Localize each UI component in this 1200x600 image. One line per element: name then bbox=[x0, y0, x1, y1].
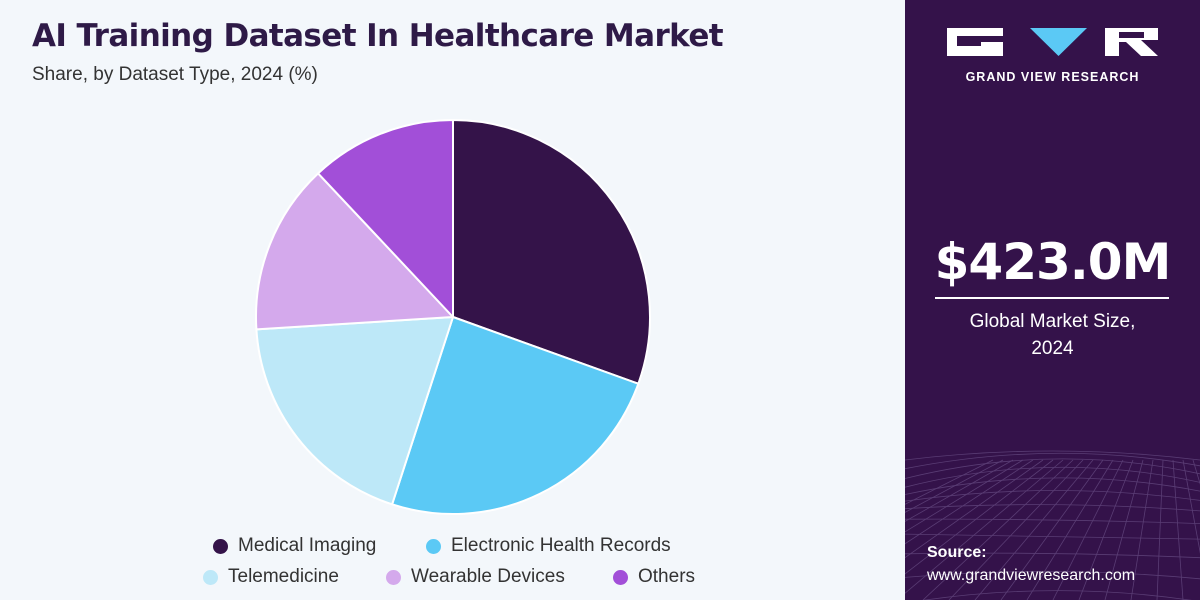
chart-panel: AI Training Dataset In Healthcare Market… bbox=[32, 18, 724, 588]
brand-name: GRAND VIEW RESEARCH bbox=[965, 70, 1140, 84]
divider bbox=[935, 297, 1169, 299]
market-size-caption-line1: Global Market Size, bbox=[969, 311, 1136, 332]
legend-label: Medical Imaging bbox=[238, 535, 377, 556]
legend-label: Wearable Devices bbox=[411, 566, 565, 587]
legend-item-medical-imaging: Medical Imaging bbox=[213, 535, 376, 557]
pie-slice-telemedicine bbox=[255, 316, 454, 506]
legend-swatch bbox=[426, 538, 441, 554]
pie-slice-others bbox=[317, 119, 454, 318]
market-size-value: $423.0M bbox=[934, 233, 1172, 291]
sidebar-panel: GRAND VIEW RESEARCH $423.0M Global Marke… bbox=[905, 0, 1200, 600]
gvr-logo-icon bbox=[947, 28, 1158, 56]
market-size-caption: Global Market Size, 2024 bbox=[905, 308, 1200, 362]
pie-chart bbox=[255, 119, 651, 515]
source-link[interactable]: www.grandviewresearch.com bbox=[927, 567, 1136, 584]
legend-label: Others bbox=[638, 566, 696, 587]
legend-label: Electronic Health Records bbox=[451, 535, 671, 556]
legend-item-electronic-health-records: Electronic Health Records bbox=[426, 535, 671, 557]
chart-title: AI Training Dataset In Healthcare Market bbox=[32, 18, 724, 54]
legend-item-telemedicine: Telemedicine bbox=[203, 566, 339, 588]
decorative-grid-graphic bbox=[905, 450, 1200, 600]
legend-label: Telemedicine bbox=[228, 566, 339, 587]
source-label: Source: bbox=[927, 544, 987, 561]
market-size-caption-line2: 2024 bbox=[1031, 338, 1074, 359]
pie-slice-medical-imaging bbox=[452, 119, 651, 385]
chart-subtitle: Share, by Dataset Type, 2024 (%) bbox=[32, 64, 318, 85]
legend-swatch bbox=[203, 569, 218, 585]
grid-lines bbox=[905, 450, 1200, 600]
pie-slice-wearable-devices bbox=[255, 172, 454, 331]
legend-item-others: Others bbox=[613, 566, 695, 588]
legend-swatch bbox=[386, 569, 401, 585]
legend-item-wearable-devices: Wearable Devices bbox=[386, 566, 565, 588]
pie-slice-electronic-health-records bbox=[391, 316, 640, 515]
brand-block: GRAND VIEW RESEARCH bbox=[945, 22, 1160, 84]
legend-swatch bbox=[213, 538, 228, 554]
legend-swatch bbox=[613, 569, 628, 585]
